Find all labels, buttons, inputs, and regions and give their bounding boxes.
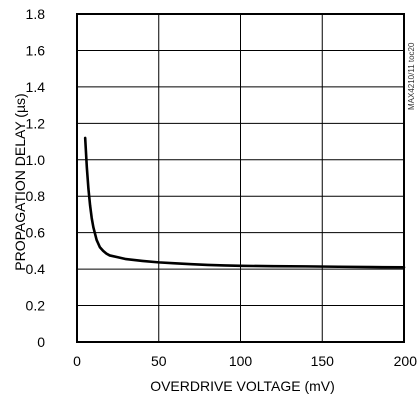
grid-lines (77, 14, 404, 342)
y-tick-label-8: 1.6 (26, 42, 46, 58)
x-tick-label-2: 100 (229, 353, 253, 369)
x-axis-label: OVERDRIVE VOLTAGE (mV) (150, 378, 335, 394)
x-tick-label-1: 50 (151, 353, 167, 369)
x-tick-label-0: 0 (73, 353, 81, 369)
y-tick-label-9: 1.8 (26, 6, 46, 22)
y-tick-label-2: 0.4 (26, 261, 46, 277)
y-tick-label-3: 0.6 (26, 225, 46, 241)
y-tick-label-7: 1.4 (26, 79, 46, 95)
plot-frame (76, 13, 405, 343)
y-axis-label: PROPAGATION DELAY (µs) (12, 93, 28, 270)
figure-code: MAX4210/11 toc20 (407, 42, 416, 110)
y-tick-label-6: 1.2 (26, 115, 46, 131)
y-tick-labels: 0 0.2 0.4 0.6 0.8 1.0 1.2 1.4 1.6 1.8 (26, 6, 46, 350)
propagation-delay-curve (83, 136, 406, 269)
x-tick-label-4: 200 (394, 353, 417, 369)
y-tick-label-0: 0 (37, 334, 45, 350)
y-tick-label-5: 1.0 (26, 152, 46, 168)
x-tick-label-3: 150 (311, 353, 335, 369)
x-tick-labels: 0 50 100 150 200 (73, 353, 417, 369)
y-tick-label-1: 0.2 (26, 298, 46, 314)
y-tick-label-4: 0.8 (26, 188, 46, 204)
